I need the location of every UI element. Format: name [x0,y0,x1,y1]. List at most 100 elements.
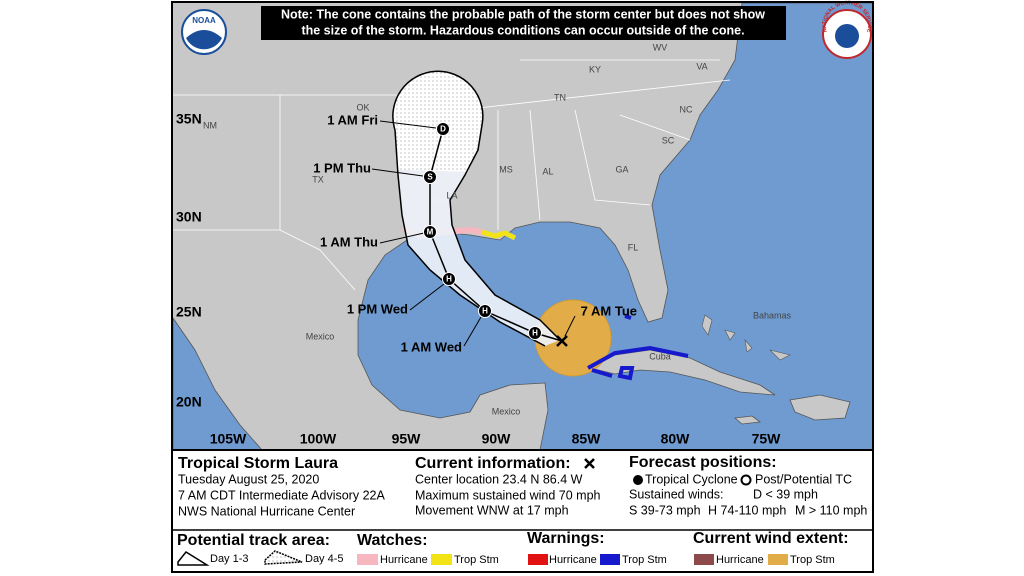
point-letter: H [482,307,488,316]
wind-class: H 74-110 mph [708,503,786,517]
tc-label: Tropical Cyclone [645,472,738,486]
advisory: 7 AM CDT Intermediate Advisory 22A [178,488,385,502]
point-letter: S [427,173,433,182]
date: Tuesday August 25, 2020 [178,472,319,486]
post-tc-icon [740,474,752,486]
noaa-logo: NOAA [181,9,227,55]
forecast-time: 1 AM Wed [401,339,462,354]
region-label: SC [662,135,675,145]
longitude-label: 80W [661,431,691,447]
map: OK TN KY WV VA NC SC GA AL MS LA TX NM F… [173,3,872,450]
current-title: Current information: [415,455,571,472]
point-letter: D [440,125,446,134]
jamaica [734,415,762,425]
current-info: Maximum sustained wind 70 mph [415,488,601,502]
longitude-label: 105W [210,431,247,447]
region-label: GA [615,164,628,174]
region-label: KY [589,64,601,74]
tropical-storm-warning [587,314,689,381]
forecast-time: 1 PM Wed [347,301,408,316]
region-label: TN [554,92,566,102]
ts-watch-swatch [431,554,452,565]
wind-class: M > 110 mph [795,503,867,517]
cone-day-1-3 [398,170,560,346]
watches-title: Watches: [357,532,428,549]
point-letter: M [427,228,434,237]
cone-outline [392,70,561,347]
latitude-label: 30N [176,209,202,225]
frame [171,1,874,573]
legend-label: Hurricane [716,554,764,566]
legend-label: Hurricane [549,554,597,566]
region-label: VA [696,61,707,71]
nws-logo: NATIONAL WEATHER SERVICE [822,1,872,59]
winds-title: Sustained winds: [629,487,724,501]
longitude-label: 90W [482,431,512,447]
ts-extent-swatch [768,554,788,565]
forecast-points: D S M H H H [423,122,542,340]
legend-label: Trop Stm [622,554,667,566]
post-tc-label: Post/Potential TC [755,472,852,486]
legend-label: Trop Stm [454,554,499,566]
region-label: NM [203,120,217,130]
longitude-label: 75W [752,431,782,447]
warnings-title: Warnings: [527,530,605,547]
current-position [556,335,568,347]
day45-label: Day 4-5 [305,553,344,565]
center: NWS National Hurricane Center [178,504,355,518]
tropical-storm-watch [481,229,517,241]
storm-name: Tropical Storm Laura [178,455,338,472]
longitude-label: 95W [392,431,422,447]
region-label: MS [499,164,513,174]
region-label: AL [542,166,553,176]
wind-title: Current wind extent: [693,530,849,547]
hurricane-extent-swatch [694,554,714,565]
latitude-label: 25N [176,304,202,320]
day45-icon [264,550,303,565]
region-label: Cuba [649,351,671,361]
region-label: Mexico [492,406,521,416]
region-label: WV [653,42,668,52]
region-label: NC [680,104,693,114]
legend-label: Trop Stm [790,554,835,566]
day13-icon [177,551,210,566]
latitude-label: 35N [176,111,202,127]
forecast-time: 1 PM Thu [313,160,371,175]
region-label: LA [446,190,457,200]
point-letter: H [446,275,452,284]
note: Note: The cone contains the probable pat… [281,7,765,21]
latitude-label: 20N [176,394,202,410]
current-info: Movement WNW at 17 mph [415,503,569,517]
day13-label: Day 1-3 [210,553,249,565]
current-icon [584,458,595,469]
note: the size of the storm. Hazardous conditi… [301,23,744,37]
forecast-time: 1 AM Thu [320,234,378,249]
cone-day-4-5 [392,71,483,172]
track-title: Potential track area: [177,532,330,549]
note-box [261,6,786,40]
pacific [173,317,263,450]
noaa-text: NOAA [192,16,216,25]
leader-lines [371,120,576,347]
region-label: FL [628,242,639,252]
region-label: Bahamas [753,310,792,320]
legend-label: Hurricane [380,554,428,566]
point-letter: H [532,329,538,338]
hurricane-warning-swatch [528,554,548,565]
longitude-label: 85W [572,431,602,447]
region-label: OK [356,102,369,112]
hispaniola [789,394,851,421]
hurricane-watch-swatch [357,554,378,565]
region-label: Mexico [306,331,335,341]
region-label: TX [312,174,324,184]
forecast-time: 7 AM Tue [581,303,637,318]
forecast-time: 1 AM Fri [327,112,378,127]
forecast-title: Forecast positions: [629,454,777,471]
wind-class: S 39-73 mph [629,503,701,517]
longitude-label: 100W [300,431,337,447]
ts-warning-swatch [600,554,620,565]
tc-icon [633,475,643,485]
current-info: Center location 23.4 N 86.4 W [415,472,583,486]
wind-class: D < 39 mph [753,487,818,501]
